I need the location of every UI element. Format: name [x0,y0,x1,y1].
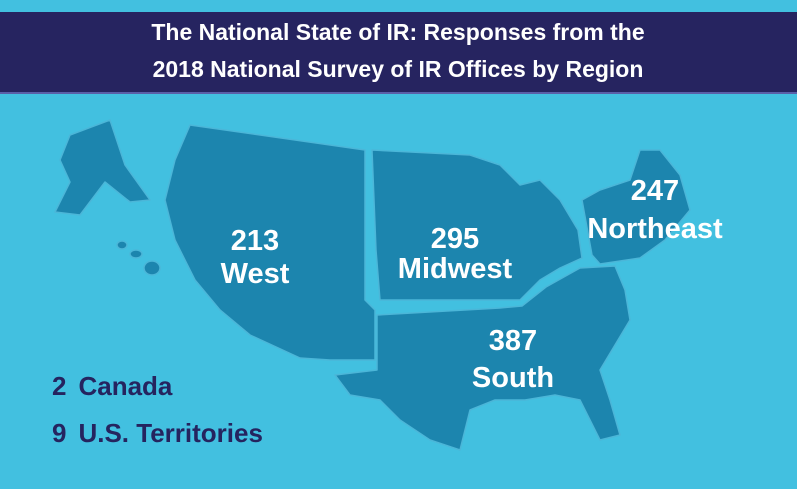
other-name: Canada [78,371,172,401]
region-count: 247 [631,175,679,207]
region-name: West [221,258,290,290]
hawaii [129,249,143,259]
region-count: 295 [431,223,479,255]
other-entry: 9 U.S. Territories [52,418,263,448]
region-name: Northeast [587,213,723,245]
labels: The National State of IR: Responses from… [52,19,723,448]
region-name: South [472,362,554,394]
map [54,119,691,451]
title-line: 2018 National Survey of IR Offices by Re… [153,56,644,82]
other-entry: 2 Canada [52,371,173,401]
west-region [164,124,376,361]
region-name: Midwest [398,253,513,285]
hawaii [143,260,161,276]
other-count: 2 [52,371,66,401]
northeast-region [581,149,691,265]
title-line: The National State of IR: Responses from… [151,19,644,45]
region-count: 387 [489,325,537,357]
other-name: U.S. Territories [78,418,262,448]
hawaii [116,240,128,250]
alaska [54,119,151,216]
south-region [334,265,631,451]
midwest-region [371,149,583,301]
title-bar [0,12,797,92]
other-count: 9 [52,418,66,448]
region-count: 213 [231,225,279,257]
